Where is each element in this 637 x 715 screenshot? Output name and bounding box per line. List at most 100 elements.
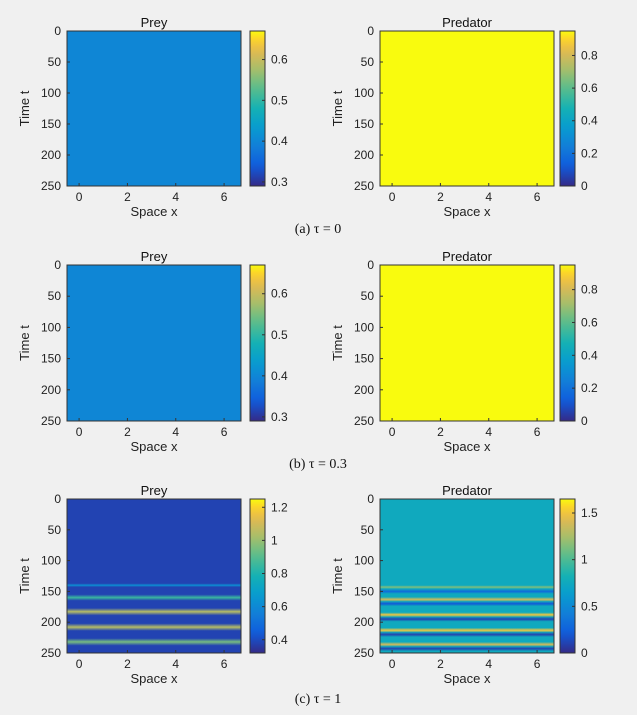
heatmap-band — [67, 594, 241, 601]
y-axis-label: Time t — [330, 325, 345, 361]
y-tick-label: 100 — [354, 320, 374, 334]
axes-box — [66, 30, 242, 187]
y-axis-label: Time t — [17, 325, 32, 361]
colorbar — [559, 264, 576, 422]
heatmap-band — [380, 646, 554, 652]
heatmap-band — [67, 638, 241, 646]
colorbar-tick-label: 0.5 — [271, 93, 288, 107]
heatmap-band — [380, 612, 554, 618]
subplot-title: Predator — [442, 483, 493, 498]
colorbar-tick-label: 0.6 — [581, 315, 598, 329]
subplot-4: Predator 0 50 100 150 200 250 0 2 4 6 Space x Time t… — [330, 249, 598, 454]
colorbar-tick-label: 0.4 — [581, 348, 598, 362]
x-tick-label: 0 — [389, 190, 396, 204]
heatmap-band — [67, 583, 241, 588]
subplot-title: Prey — [141, 15, 168, 30]
x-tick-label: 6 — [221, 425, 228, 439]
colorbar — [559, 498, 576, 654]
y-tick-label: 200 — [41, 148, 61, 162]
subplot-title: Prey — [141, 249, 168, 264]
axes-box — [379, 264, 555, 422]
subfigure-caption: (a) τ = 0 — [295, 222, 342, 237]
colorbar-tick-label: 0.4 — [581, 114, 598, 128]
y-tick-label: 100 — [354, 86, 374, 100]
subplot-1: Prey 0 50 100 150 200 250 0 2 4 6 Space x Time t 0.3 0… — [17, 15, 288, 219]
heatmap-band — [380, 616, 554, 622]
colorbar-tick-label: 0.4 — [271, 134, 288, 148]
colorbar-tick-label: 0 — [581, 179, 588, 193]
colorbar-tick-label: 0 — [581, 646, 588, 660]
x-axis-label: Space x — [444, 671, 491, 686]
y-tick-label: 50 — [48, 55, 62, 69]
axes-box — [379, 498, 555, 654]
x-tick-label: 2 — [437, 190, 444, 204]
colorbar-tick-label: 0.3 — [271, 175, 288, 189]
subfigure-caption: (c) τ = 1 — [295, 692, 342, 707]
y-tick-label: 250 — [41, 414, 61, 428]
y-tick-label: 250 — [354, 646, 374, 660]
subplot-title: Predator — [442, 249, 493, 264]
y-tick-label: 250 — [41, 179, 61, 193]
x-tick-label: 0 — [389, 657, 396, 671]
x-tick-label: 6 — [534, 425, 541, 439]
colorbar-tick-label: 0.3 — [271, 410, 288, 424]
colorbar-tick-label: 0.6 — [271, 287, 288, 301]
y-tick-label: 200 — [354, 615, 374, 629]
x-tick-label: 4 — [172, 657, 179, 671]
subplot-5: Prey 0 50 100 150 200 250 0 2 4 6 Space x Time t 0.4 0… — [17, 483, 288, 686]
x-tick-label: 2 — [437, 425, 444, 439]
x-tick-label: 4 — [485, 425, 492, 439]
y-tick-label: 0 — [367, 24, 374, 38]
colorbar-tick-label: 0.2 — [581, 381, 598, 395]
x-tick-label: 4 — [485, 190, 492, 204]
y-tick-label: 0 — [54, 492, 61, 506]
y-tick-label: 250 — [41, 646, 61, 660]
y-axis-label: Time t — [17, 90, 32, 126]
x-tick-label: 0 — [76, 657, 83, 671]
x-tick-label: 6 — [534, 190, 541, 204]
colorbar-tick-label: 0.4 — [271, 633, 288, 647]
subplot-2: Predator 0 50 100 150 200 250 0 2 4 6 Space x Time t… — [330, 15, 598, 219]
subplot-3: Prey 0 50 100 150 200 250 0 2 4 6 Space x Time t 0.3 0… — [17, 249, 288, 454]
x-axis-label: Space x — [444, 204, 491, 219]
heatmap-band — [380, 641, 554, 647]
y-tick-label: 0 — [367, 492, 374, 506]
y-tick-label: 100 — [41, 86, 61, 100]
heatmap-field — [67, 31, 241, 186]
subplot-title: Prey — [141, 483, 168, 498]
colorbar-tick-label: 1.5 — [581, 506, 598, 520]
y-tick-label: 0 — [367, 258, 374, 272]
y-axis-label: Time t — [17, 558, 32, 594]
colorbar-tick-label: 0.8 — [581, 48, 598, 62]
colorbar-tick-label: 0.6 — [581, 81, 598, 95]
x-tick-label: 6 — [534, 657, 541, 671]
x-tick-label: 4 — [172, 425, 179, 439]
x-tick-label: 2 — [124, 425, 131, 439]
y-axis-label: Time t — [330, 90, 345, 126]
colorbar-tick-label: 0.5 — [581, 599, 598, 613]
y-tick-label: 200 — [41, 383, 61, 397]
colorbar — [249, 264, 266, 422]
heatmap-band — [380, 596, 554, 602]
y-tick-label: 50 — [48, 523, 62, 537]
y-tick-label: 250 — [354, 414, 374, 428]
colorbar-tick-label: 1.2 — [271, 500, 288, 514]
y-tick-label: 50 — [361, 55, 375, 69]
colorbar-tick-label: 0.6 — [271, 600, 288, 614]
y-tick-label: 250 — [354, 179, 374, 193]
subplot-title: Predator — [442, 15, 493, 30]
x-tick-label: 2 — [124, 657, 131, 671]
colorbar-tick-label: 0.8 — [581, 283, 598, 297]
x-axis-label: Space x — [131, 204, 178, 219]
heatmap-band — [380, 632, 554, 637]
x-tick-label: 6 — [221, 190, 228, 204]
y-tick-label: 150 — [41, 117, 61, 131]
x-tick-label: 2 — [437, 657, 444, 671]
x-tick-label: 0 — [76, 190, 83, 204]
y-tick-label: 0 — [54, 24, 61, 38]
y-tick-label: 100 — [41, 554, 61, 568]
heatmap-band — [67, 623, 241, 631]
y-tick-label: 200 — [354, 148, 374, 162]
y-tick-label: 0 — [54, 258, 61, 272]
